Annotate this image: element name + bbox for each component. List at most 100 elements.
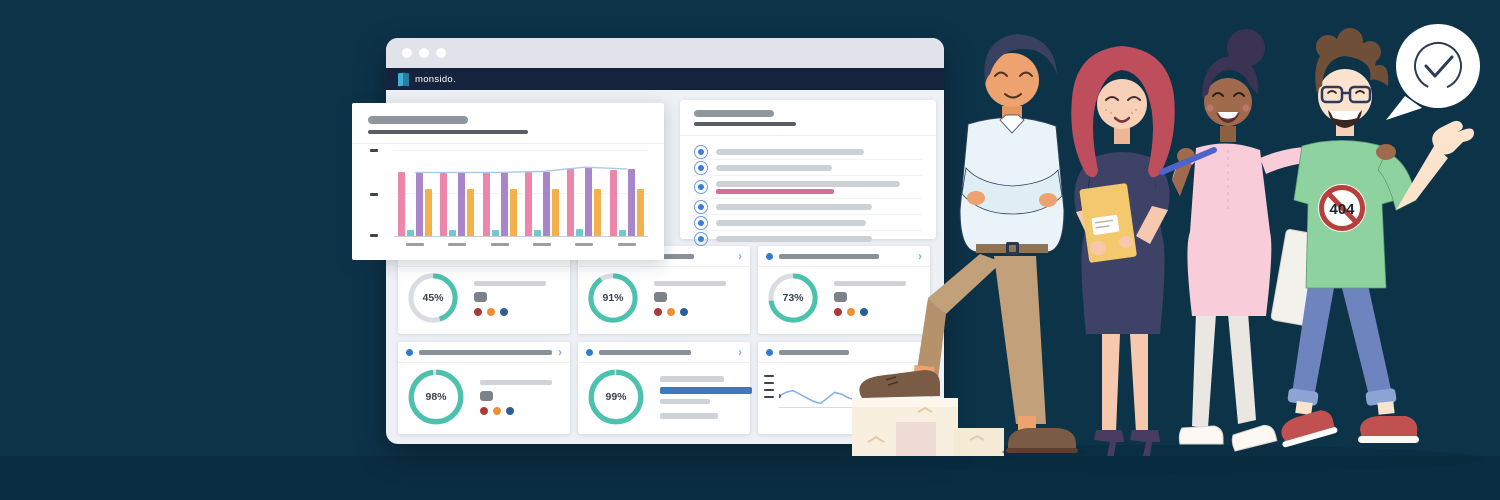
series-orange-bar bbox=[467, 188, 475, 236]
legend bbox=[834, 280, 906, 316]
series-teal-bar bbox=[534, 229, 542, 236]
placeholder-bar bbox=[716, 235, 872, 242]
donut-value: 73% bbox=[782, 292, 804, 304]
series-orange-bar bbox=[594, 188, 602, 236]
series-purple-bar bbox=[585, 167, 593, 236]
grouped-bar-chart bbox=[370, 149, 648, 237]
legend bbox=[474, 280, 546, 316]
figure-man-crossed-arms bbox=[859, 34, 1086, 457]
window-control-dot[interactable] bbox=[402, 48, 412, 58]
list-item[interactable] bbox=[694, 215, 922, 231]
divider bbox=[680, 135, 936, 136]
window-control-dot[interactable] bbox=[419, 48, 429, 58]
brand-logo-icon bbox=[398, 72, 409, 86]
placeholder-bar bbox=[660, 412, 718, 419]
window-control-dot[interactable] bbox=[436, 48, 446, 58]
x-axis-tick bbox=[575, 243, 594, 246]
x-axis-tick bbox=[533, 243, 552, 246]
illustration: 404 bbox=[835, 24, 1485, 473]
series-teal-bar bbox=[576, 229, 584, 236]
badge-404: 404 bbox=[1318, 184, 1366, 232]
legend-bar bbox=[654, 280, 726, 286]
x-axis-ticks bbox=[394, 243, 648, 246]
series-purple-bar bbox=[627, 168, 635, 236]
legend bbox=[480, 379, 552, 415]
stat-panel-73: › 73% bbox=[758, 246, 930, 334]
series-pink-bar bbox=[440, 172, 448, 236]
header-title-placeholder bbox=[779, 253, 879, 259]
brand-name[interactable]: monsido. bbox=[415, 73, 456, 85]
bar-group bbox=[525, 150, 560, 236]
donut-chart: 98% bbox=[408, 369, 464, 425]
radio-icon bbox=[694, 144, 708, 159]
legend-dots bbox=[834, 307, 906, 316]
radio-icon bbox=[694, 215, 708, 230]
series-teal-bar bbox=[449, 229, 457, 236]
placeholder-bar bbox=[716, 203, 872, 210]
series-orange-bar bbox=[425, 188, 433, 236]
stat-panel-91: › 91% bbox=[578, 246, 750, 334]
panel-header: › bbox=[578, 342, 750, 363]
y-axis-ticks bbox=[764, 371, 774, 398]
app-navbar: monsido. bbox=[386, 68, 944, 90]
list-item[interactable] bbox=[694, 160, 922, 176]
radio-icon bbox=[694, 231, 708, 246]
shirt-404-text: 404 bbox=[1329, 201, 1355, 218]
legend-dot-icon bbox=[680, 307, 688, 316]
header-dot-icon bbox=[766, 348, 773, 356]
legend-bar bbox=[834, 280, 906, 286]
series-pink-bar bbox=[567, 168, 575, 236]
chevron-right-icon[interactable]: › bbox=[738, 345, 742, 359]
chevron-right-icon[interactable]: › bbox=[558, 345, 562, 359]
list-item[interactable] bbox=[694, 231, 922, 246]
donut-chart: 73% bbox=[768, 273, 818, 323]
legend-dot-icon bbox=[480, 406, 488, 415]
metric-bars bbox=[660, 375, 752, 419]
series-teal-bar bbox=[407, 229, 415, 236]
x-axis-tick bbox=[617, 243, 636, 246]
donut-value: 45% bbox=[422, 292, 444, 304]
header-dot-icon bbox=[406, 348, 413, 356]
overlay-report-card bbox=[352, 103, 664, 260]
figure-woman-red-hair bbox=[1071, 46, 1175, 456]
series-pink-bar bbox=[525, 172, 533, 236]
list-item[interactable] bbox=[694, 176, 922, 199]
bar-group bbox=[567, 150, 602, 236]
legend-dots bbox=[654, 307, 726, 316]
legend-dot-icon bbox=[847, 307, 855, 316]
series-orange-bar bbox=[636, 188, 644, 236]
task-list bbox=[694, 144, 922, 246]
placeholder-bar bbox=[716, 164, 832, 171]
x-axis-tick bbox=[448, 243, 467, 246]
header-title-placeholder bbox=[779, 349, 849, 355]
grouped-bar-plot bbox=[394, 150, 648, 236]
donut-value: 91% bbox=[602, 292, 624, 304]
header-title-placeholder bbox=[599, 349, 691, 355]
stat-panel-98: › 98% bbox=[398, 342, 570, 434]
legend-swatch bbox=[474, 291, 487, 302]
card-subtitle-placeholder bbox=[368, 130, 528, 134]
legend-dot-icon bbox=[487, 307, 495, 316]
list-item[interactable] bbox=[694, 144, 922, 160]
card-title-placeholder bbox=[368, 116, 468, 124]
window-controls bbox=[386, 38, 944, 68]
stat-panel-99: › 99% bbox=[578, 342, 752, 434]
legend-bar bbox=[474, 280, 546, 286]
donut-value: 98% bbox=[425, 391, 447, 403]
radio-icon bbox=[694, 180, 708, 194]
series-purple-bar bbox=[458, 172, 466, 236]
chevron-right-icon[interactable]: › bbox=[738, 249, 742, 263]
bar-group bbox=[440, 150, 475, 236]
divider bbox=[352, 143, 664, 144]
y-axis-tick bbox=[370, 149, 378, 152]
accent-bar bbox=[716, 188, 834, 194]
legend-dot-icon bbox=[860, 307, 868, 316]
list-item[interactable] bbox=[694, 199, 922, 215]
figure-man-green-404-shirt: 404 bbox=[1270, 28, 1474, 448]
legend-dots bbox=[474, 307, 546, 316]
figure-woman-pink-shirt bbox=[1159, 29, 1356, 452]
y-axis-tick bbox=[370, 234, 378, 237]
chevron-right-icon[interactable]: › bbox=[918, 249, 922, 263]
panel-header: › bbox=[758, 246, 930, 267]
legend bbox=[654, 280, 726, 316]
